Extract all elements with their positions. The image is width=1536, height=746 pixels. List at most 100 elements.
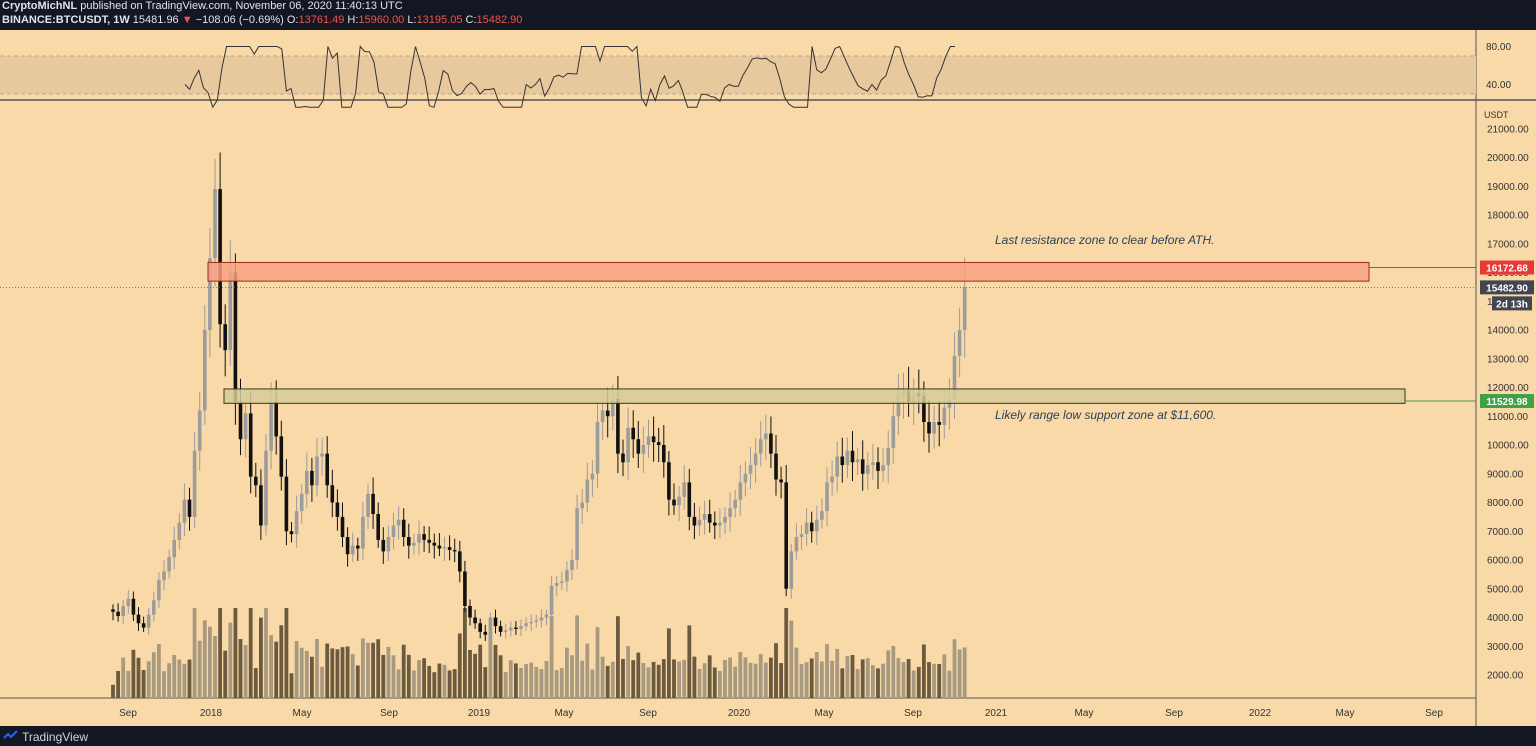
candle-body (850, 450, 855, 463)
candle-body (468, 606, 472, 618)
candle-body (677, 496, 681, 506)
volume-bar (544, 660, 549, 698)
price-tick: 11000.00 (1487, 412, 1528, 423)
volume-bar (916, 666, 921, 698)
price-tick: 8000.00 (1487, 498, 1524, 509)
volume-bar (707, 655, 712, 698)
volume-bar (621, 658, 625, 698)
candle-body (371, 493, 375, 514)
volume-bar (534, 666, 539, 698)
price-labels: 16172.68 15482.90 2d 13h 11529.98 (1480, 260, 1534, 409)
tradingview-logo-icon[interactable] (3, 729, 19, 742)
volume-bar (361, 638, 365, 698)
volume-bar (340, 647, 345, 698)
candle-body (386, 537, 391, 552)
volume-bar (162, 671, 166, 698)
candle-body (881, 465, 885, 471)
candle-body (350, 545, 355, 555)
candle-body (514, 627, 518, 629)
candle-body (391, 525, 396, 537)
candle-body (820, 511, 824, 520)
volume-bar (366, 642, 370, 698)
volume-bar (871, 665, 875, 698)
volume-bar (769, 657, 773, 698)
candle-body (682, 482, 686, 497)
candle-body (764, 433, 768, 440)
candle-body (498, 626, 503, 632)
volume-bar (733, 666, 738, 698)
volume-bar (672, 659, 676, 698)
time-tick: May (555, 708, 574, 719)
volume-bar (381, 654, 386, 698)
volume-bar (269, 635, 273, 698)
candle-body (758, 439, 763, 454)
volume-bar (335, 649, 340, 698)
volume-bar (743, 657, 748, 698)
support-zone[interactable] (223, 388, 1406, 404)
candle-body (366, 493, 370, 517)
volume-bar (503, 672, 508, 698)
candle-body (203, 330, 207, 411)
price-label-box (1480, 280, 1534, 295)
candle-body (871, 462, 875, 466)
price-axis-background[interactable] (1476, 30, 1536, 726)
candle-body (412, 542, 416, 546)
candle-body (590, 473, 595, 480)
candle-body (519, 626, 523, 629)
candle-body (524, 623, 528, 627)
time-tick: May (293, 708, 312, 719)
volume-bar (519, 667, 523, 698)
candle-body (238, 401, 243, 440)
volume-bar (565, 647, 569, 698)
candle-body (172, 539, 176, 558)
candle-body (554, 583, 559, 586)
volume-bar (157, 644, 161, 698)
resistance-zone[interactable] (207, 261, 1370, 282)
candle-body (432, 542, 437, 546)
volume-bar (310, 656, 314, 698)
time-tick: 2020 (728, 708, 751, 719)
price-tick: 3000.00 (1487, 642, 1524, 653)
volume-bar (559, 668, 564, 698)
symbol-line: BINANCE:BTCUSDT, 1W 15481.96 ▼ −108.06 (… (2, 14, 522, 26)
candle-body (570, 560, 574, 571)
volume-bar (192, 608, 197, 698)
volume-bar (631, 660, 636, 698)
candle-body (396, 519, 401, 526)
volume-bar (549, 616, 554, 698)
symbol-title[interactable]: BINANCE:BTCUSDT, 1W (2, 14, 130, 26)
volume-bar (809, 658, 814, 698)
candle-body (463, 571, 467, 606)
candle-body (667, 462, 671, 500)
time-tick: 2021 (985, 708, 1008, 719)
volume-bar (417, 659, 421, 698)
candle-body (560, 581, 564, 583)
volume-bar (432, 672, 437, 698)
price-chart[interactable]: 80.00 40.00 2000.00 3000.00 4000.00 5000.00… (0, 30, 1536, 726)
volume-bar (636, 652, 641, 698)
support-annotation: Likely range low support zone at $11,600… (995, 408, 1216, 422)
volume-bar (315, 639, 319, 698)
candle-body (136, 614, 141, 624)
price-tick: 4000.00 (1487, 613, 1524, 624)
candle-body (855, 459, 860, 463)
footer-brand[interactable]: TradingView (22, 730, 89, 744)
candle-body (233, 272, 238, 402)
time-tick: Sep (119, 708, 137, 719)
candle-body (447, 547, 452, 550)
candle-body (692, 516, 697, 526)
volume-bar (243, 645, 248, 698)
candle-body (325, 453, 329, 486)
candle-body (361, 516, 365, 549)
volume-bar (325, 643, 330, 698)
candle-body (962, 287, 967, 330)
candle-body (789, 551, 794, 589)
volume-bar (753, 663, 758, 698)
candle-body (769, 433, 773, 454)
volume-bar (422, 658, 426, 698)
price-tick: 21000.00 (1487, 124, 1529, 135)
publisher-name[interactable]: CryptoMichNL (2, 0, 78, 12)
volume-bar (860, 659, 865, 698)
candle-body (473, 617, 477, 624)
footer-bar: TradingView (0, 726, 1536, 746)
